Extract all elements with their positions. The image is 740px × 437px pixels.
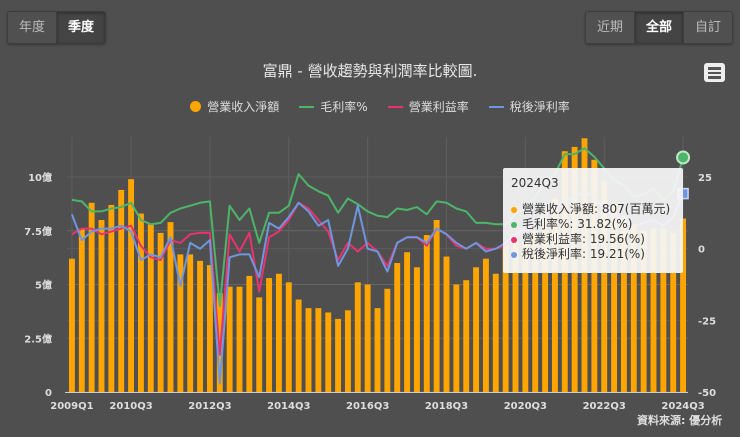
- bullet-icon: [511, 221, 517, 228]
- tab-quarterly[interactable]: 季度: [57, 12, 106, 43]
- svg-text:2009Q1: 2009Q1: [50, 401, 93, 412]
- tooltip-row-operating-margin: 營業利益率: 19.56(%): [511, 232, 675, 247]
- tab-recent[interactable]: 近期: [585, 12, 635, 43]
- svg-text:10億: 10億: [28, 171, 52, 184]
- tab-custom[interactable]: 自訂: [683, 12, 732, 43]
- tooltip-value: 營業收入淨額: 807(百萬元): [522, 202, 671, 216]
- tooltip-row-revenue: 營業收入淨額: 807(百萬元): [511, 202, 675, 217]
- legend-item-operating-margin[interactable]: 營業利益率: [387, 98, 469, 115]
- bullet-icon: [511, 236, 517, 243]
- tooltip-value: 毛利率%: 31.82(%): [522, 217, 633, 231]
- legend-label: 營業收入淨額: [207, 100, 280, 114]
- svg-text:2024Q3: 2024Q3: [661, 401, 704, 412]
- range-toggle: 近期 全部 自訂: [584, 11, 733, 44]
- svg-text:2.5億: 2.5億: [24, 332, 52, 345]
- bullet-icon: [511, 251, 517, 258]
- chart-title: 富鼎 - 營收趨勢與利潤率比較圖.: [262, 62, 478, 80]
- bullet-icon: [511, 206, 517, 213]
- circle-marker-icon: [190, 101, 202, 112]
- legend-item-revenue[interactable]: 營業收入淨額: [190, 98, 279, 115]
- svg-text:2022Q3: 2022Q3: [583, 401, 626, 412]
- svg-text:0: 0: [698, 245, 705, 256]
- tooltip-value: 稅後淨利率: 19.21(%): [522, 247, 645, 261]
- chart-legend: 營業收入淨額 毛利率% 營業利益率 稅後淨利率: [0, 98, 740, 115]
- legend-label: 營業利益率: [408, 100, 469, 114]
- svg-text:2014Q3: 2014Q3: [267, 401, 310, 412]
- svg-text:2018Q3: 2018Q3: [425, 401, 468, 412]
- legend-item-gross-margin[interactable]: 毛利率%: [299, 98, 368, 115]
- tooltip-title: 2024Q3: [511, 176, 559, 190]
- tab-annual[interactable]: 年度: [8, 12, 58, 43]
- svg-text:2016Q3: 2016Q3: [346, 401, 389, 412]
- legend-item-net-margin[interactable]: 稅後淨利率: [488, 98, 570, 115]
- svg-text:-50: -50: [698, 388, 716, 399]
- hamburger-menu-icon[interactable]: [704, 63, 725, 82]
- period-toggle: 年度 季度: [7, 11, 107, 44]
- svg-text:2020Q3: 2020Q3: [504, 401, 547, 412]
- line-marker-icon: [387, 105, 403, 108]
- tab-all[interactable]: 全部: [634, 12, 684, 43]
- line-marker-icon: [488, 105, 504, 108]
- svg-text:7.5億: 7.5億: [24, 225, 52, 238]
- svg-text:-25: -25: [698, 316, 716, 327]
- tooltip-row-gross-margin: 毛利率%: 31.82(%): [511, 217, 675, 232]
- line-marker-icon: [299, 105, 315, 108]
- tooltip-value: 營業利益率: 19.56(%): [522, 232, 645, 246]
- data-source-label: 資料來源: 優分析: [637, 414, 723, 427]
- legend-label: 稅後淨利率: [509, 100, 570, 114]
- svg-text:5億: 5億: [35, 279, 52, 292]
- chart-tooltip: 2024Q3 營業收入淨額: 807(百萬元) 毛利率%: 31.82(%) 營…: [503, 168, 683, 273]
- svg-text:25: 25: [698, 173, 712, 184]
- svg-text:2010Q3: 2010Q3: [109, 401, 152, 412]
- legend-label: 毛利率%: [320, 100, 368, 114]
- svg-text:2012Q3: 2012Q3: [188, 401, 231, 412]
- tooltip-row-net-margin: 稅後淨利率: 19.21(%): [511, 247, 675, 262]
- svg-text:0: 0: [45, 388, 52, 399]
